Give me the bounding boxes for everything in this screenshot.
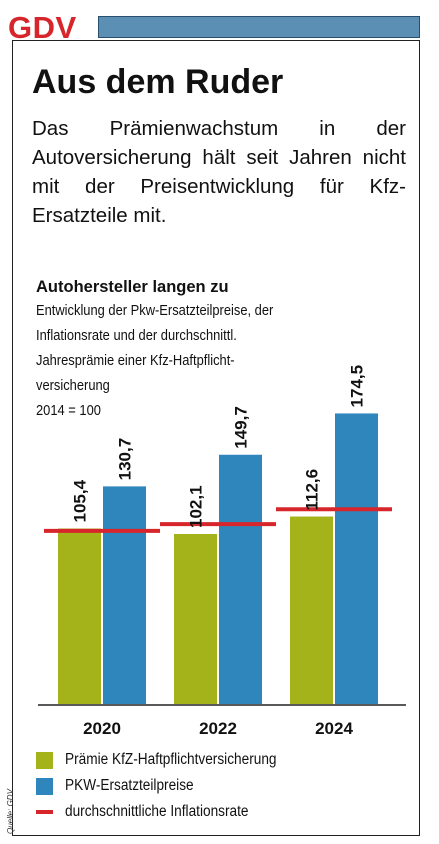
chart-subtitle-line-4: versicherung	[36, 377, 110, 394]
legend-label-parts: PKW-Ersatzteilpreise	[65, 777, 194, 794]
header-bar	[98, 16, 420, 38]
source-note: Quelle: GDV	[6, 789, 15, 834]
x-tick-label-2024: 2024	[315, 719, 353, 738]
value-label-premium-2022: 102,1	[187, 485, 206, 528]
chart-subtitle-line-2: Inflationsrate und der durchschnittl.	[36, 327, 237, 344]
legend-item-parts: PKW-Ersatzteilpreise	[36, 775, 211, 797]
bar-premium-2022	[174, 534, 217, 704]
value-label-premium-2020: 105,4	[71, 479, 90, 522]
bar-parts-2020	[103, 486, 146, 704]
bar-premium-2020	[58, 528, 101, 704]
bar-parts-2022	[219, 454, 262, 704]
chart-subtitle-line-1: Entwicklung der Pkw-Ersatzteilpreise, de…	[36, 302, 274, 319]
bar-parts-2024	[335, 413, 378, 704]
gdv-logo: GDV	[8, 10, 77, 45]
x-tick-label-2022: 2022	[199, 719, 237, 738]
headline: Aus dem Ruder	[32, 63, 284, 101]
intro-text: Das Prämienwachstum in der Autoversicher…	[32, 117, 406, 227]
legend-swatch-parts	[36, 777, 53, 795]
legend-swatch-premium	[36, 751, 53, 769]
legend-label-premium: Prämie KfZ-Haftpflichtversicherung	[65, 751, 277, 768]
bar-premium-2024	[290, 516, 333, 704]
legend-swatch-inflation	[36, 810, 53, 814]
legend-label-inflation: durchschnittliche Inflationsrate	[65, 803, 249, 820]
x-tick-label-2020: 2020	[83, 719, 121, 738]
chart-subtitle-line-5: 2014 = 100	[36, 402, 101, 419]
value-label-parts-2024: 174,5	[348, 365, 367, 408]
legend-item-premium: Prämie KfZ-Haftpflichtversicherung	[36, 749, 305, 771]
value-label-premium-2024: 112,6	[303, 469, 322, 511]
chart-title: Autohersteller langen zu	[36, 278, 229, 296]
legend-item-inflation: durchschnittliche Inflationsrate	[36, 801, 274, 823]
chart-subtitle-line-3: Jahresprämie einer Kfz-Haftpflicht-	[36, 352, 235, 369]
value-label-parts-2020: 130,7	[116, 438, 135, 481]
article-frame	[12, 40, 420, 836]
value-label-parts-2022: 149,7	[232, 406, 251, 449]
